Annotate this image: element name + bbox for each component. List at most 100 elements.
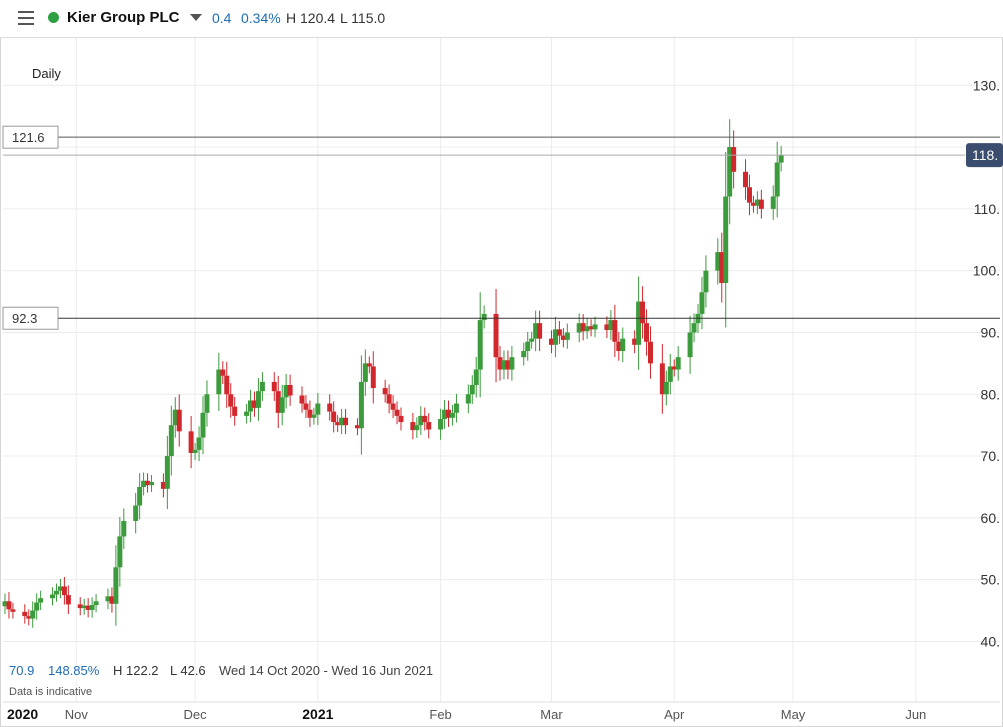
candle-body (354, 425, 360, 429)
instrument-header: Kier Group PLC 0.4 0.34% H 120.4 L 115.0 (0, 0, 1003, 38)
range-low: L 42.6 (170, 663, 206, 678)
candle-body (30, 610, 36, 619)
chevron-down-icon[interactable] (190, 14, 202, 21)
candle-body (244, 411, 250, 416)
candle-body (663, 381, 669, 395)
candle-body (509, 357, 515, 370)
candle-body (671, 366, 677, 370)
candle-body (164, 456, 170, 489)
candle-body (667, 366, 673, 382)
candle-body (687, 332, 693, 358)
candle-body (640, 301, 646, 324)
candle-body (727, 147, 733, 197)
candle-body (556, 329, 562, 336)
x-tick-label: 2021 (302, 706, 333, 722)
candle-body (382, 388, 388, 395)
instrument-title[interactable]: Kier Group PLC (67, 9, 180, 26)
candle-body (200, 412, 206, 438)
candle-body (2, 601, 8, 607)
candle-body (632, 338, 638, 345)
candle-body (715, 252, 721, 271)
candle-body (38, 598, 44, 603)
candle-body (699, 292, 705, 314)
candle-body (34, 602, 40, 611)
candle-body (473, 369, 479, 385)
candle-body (77, 604, 83, 609)
candle-body (113, 567, 119, 604)
candle-body (501, 360, 507, 370)
candle-body (438, 418, 444, 430)
candle-body (449, 412, 455, 418)
candle-body (442, 409, 448, 419)
candle-body (192, 449, 198, 453)
candle-body (529, 338, 535, 342)
candle-body (232, 406, 238, 416)
candle-body (731, 147, 737, 172)
range-change: 70.9 (9, 663, 35, 678)
candle-body (481, 313, 487, 321)
candle-body (465, 394, 471, 404)
candle-body (525, 341, 531, 351)
candle-body (287, 384, 293, 396)
candle-body (168, 425, 174, 457)
candle-body (26, 616, 32, 619)
disclaimer: Data is indicative (9, 686, 93, 698)
candle-body (754, 199, 760, 206)
candle-body (386, 394, 392, 404)
price-change-percent: 0.34% (241, 10, 281, 26)
candle-body (477, 320, 483, 370)
candle-body (746, 187, 752, 203)
candle-body (398, 415, 404, 423)
candle-body (331, 411, 337, 423)
candle-body (149, 482, 155, 486)
candle-body (774, 162, 780, 197)
candle-body (204, 394, 210, 413)
candle-body (81, 605, 87, 609)
candle-body (358, 381, 364, 429)
candle-body (109, 596, 115, 604)
candle-body (220, 369, 226, 376)
candle-body (620, 338, 626, 351)
candle-body (188, 431, 194, 453)
candle-body (117, 536, 123, 568)
level-label: 121.6 (12, 130, 45, 145)
candle-body (533, 323, 539, 339)
date-range: Wed 14 Oct 2020 - Wed 16 Jun 2021 (219, 663, 434, 678)
candle-body (224, 375, 230, 395)
candle-body (327, 403, 333, 412)
candle-body (636, 301, 642, 345)
candle-body (275, 391, 281, 413)
candle-body (299, 395, 305, 404)
candle-body (160, 482, 166, 489)
y-tick-label: 100. (973, 263, 1000, 279)
candle-body (390, 403, 396, 410)
x-tick-label: Apr (664, 707, 685, 722)
y-tick-label: 40. (981, 633, 1000, 649)
candle-body (584, 326, 590, 332)
candle-body (271, 381, 277, 392)
interval-label[interactable]: Daily (32, 66, 61, 81)
y-tick-label: 70. (981, 448, 1000, 464)
session-high: H 120.4 (286, 10, 336, 26)
current-price-badge (966, 143, 1003, 168)
x-tick-label: Feb (429, 707, 451, 722)
candle-body (691, 323, 697, 333)
candle-body (576, 323, 582, 333)
candle-body (608, 320, 614, 330)
candle-body (303, 403, 309, 410)
candle-body (196, 437, 202, 450)
candle-body (647, 341, 653, 364)
candle-body (6, 601, 12, 610)
candle-body (505, 360, 511, 370)
candle-body (537, 323, 543, 339)
candle-body (521, 351, 527, 358)
candle-body (141, 480, 147, 487)
x-tick-label: Jun (905, 707, 926, 722)
candle-body (750, 202, 756, 206)
hamburger-icon[interactable] (18, 11, 34, 25)
candle-body (311, 414, 317, 418)
candle-body (414, 425, 420, 431)
candle-body (743, 171, 749, 188)
candle-body (758, 199, 764, 209)
